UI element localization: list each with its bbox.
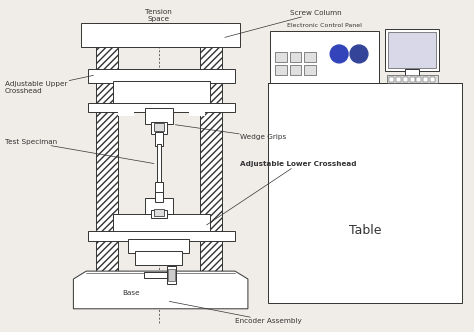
Polygon shape [417,77,421,82]
Polygon shape [135,251,182,265]
Text: Adjustable Upper
Crosshead: Adjustable Upper Crosshead [5,75,93,94]
Polygon shape [88,103,235,113]
Polygon shape [151,123,166,134]
Polygon shape [396,77,401,82]
Polygon shape [128,239,190,253]
Polygon shape [166,266,175,284]
Circle shape [330,45,348,63]
Polygon shape [430,77,435,82]
Polygon shape [385,29,439,71]
Text: Wedge Grips: Wedge Grips [175,125,286,140]
Polygon shape [88,231,235,241]
Polygon shape [168,269,174,281]
Polygon shape [113,81,210,107]
Polygon shape [410,77,414,82]
Polygon shape [274,52,287,62]
Polygon shape [274,65,287,75]
Text: Encoder Assembly: Encoder Assembly [169,301,302,324]
Polygon shape [201,23,222,276]
Polygon shape [155,132,163,146]
Polygon shape [304,52,316,62]
Polygon shape [190,105,205,117]
Polygon shape [82,23,240,47]
Polygon shape [154,208,164,215]
Polygon shape [389,77,394,82]
Polygon shape [154,124,164,131]
Polygon shape [73,271,248,309]
Polygon shape [304,65,316,75]
Text: Test Speciman: Test Speciman [5,139,154,164]
Polygon shape [290,52,301,62]
Text: Tension
Space: Tension Space [146,9,172,22]
Circle shape [350,45,368,63]
Polygon shape [155,182,163,194]
Polygon shape [88,69,235,83]
Text: Base: Base [122,290,140,296]
Polygon shape [388,32,437,68]
Polygon shape [268,83,462,303]
Polygon shape [145,198,173,213]
Text: Computer: Computer [396,47,427,52]
Polygon shape [113,213,210,235]
Polygon shape [402,77,408,82]
Polygon shape [270,31,379,83]
Polygon shape [290,65,301,75]
Polygon shape [118,105,134,117]
Polygon shape [144,272,173,278]
Polygon shape [155,192,163,202]
Polygon shape [151,209,166,217]
Text: Table: Table [349,224,381,237]
Text: Adjustable Lower Crosshead: Adjustable Lower Crosshead [207,161,356,225]
Polygon shape [96,23,118,276]
Polygon shape [157,144,161,184]
Polygon shape [387,75,438,83]
Polygon shape [145,109,173,124]
Text: Electronic Control Panel: Electronic Control Panel [287,23,362,28]
Text: Screw Column: Screw Column [225,10,341,38]
Polygon shape [405,69,419,79]
Polygon shape [423,77,428,82]
